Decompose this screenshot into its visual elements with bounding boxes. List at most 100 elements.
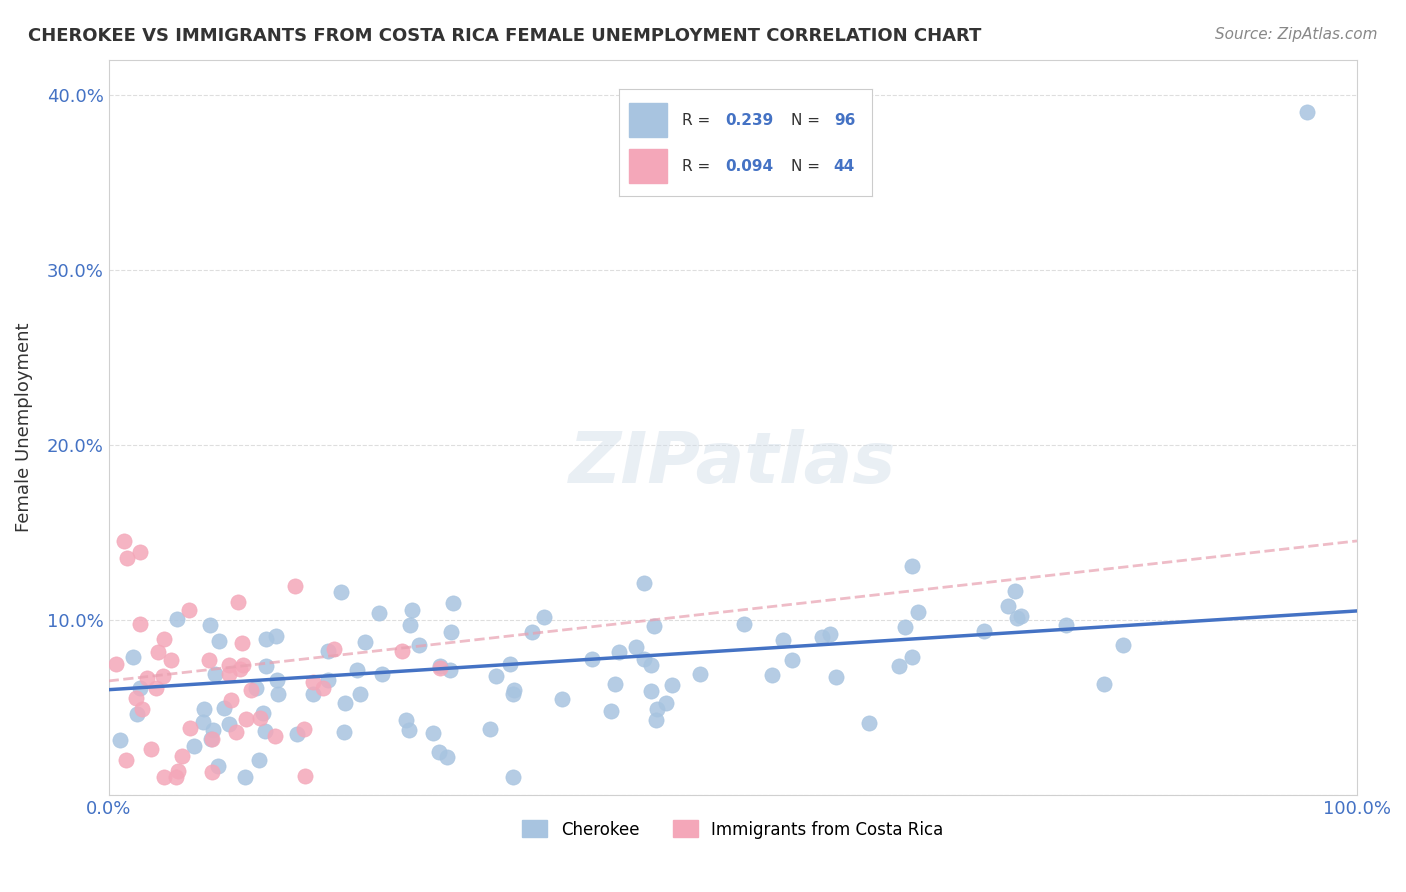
Point <box>484 668 506 682</box>
Y-axis label: Female Unemployment: Female Unemployment <box>15 322 32 532</box>
Point <box>115 753 138 767</box>
Point <box>139 742 162 756</box>
Point <box>422 726 444 740</box>
Point <box>436 750 458 764</box>
Text: R =: R = <box>682 159 716 174</box>
Point <box>858 715 880 730</box>
Text: 0.094: 0.094 <box>725 159 773 174</box>
Point <box>225 725 247 739</box>
Point <box>128 544 150 558</box>
Point <box>333 725 356 739</box>
Point <box>825 670 848 684</box>
Point <box>165 770 187 784</box>
Point <box>408 638 430 652</box>
Point <box>810 631 832 645</box>
Point <box>125 690 148 705</box>
Point <box>198 617 221 632</box>
Point <box>1010 609 1032 624</box>
Point <box>200 764 222 779</box>
Point <box>218 716 240 731</box>
Point <box>254 659 277 673</box>
Point <box>301 675 323 690</box>
Point <box>600 704 623 718</box>
Text: N =: N = <box>790 159 824 174</box>
Point <box>429 659 451 673</box>
Point <box>907 605 929 619</box>
Point <box>108 732 131 747</box>
Point <box>285 727 308 741</box>
Point <box>240 683 263 698</box>
Point <box>231 635 253 649</box>
Point <box>820 627 842 641</box>
Text: N =: N = <box>790 112 824 128</box>
Point <box>202 723 225 737</box>
Point <box>900 650 922 665</box>
Point <box>207 758 229 772</box>
Point <box>370 667 392 681</box>
Point <box>643 618 665 632</box>
Point <box>218 657 240 672</box>
Point <box>1054 617 1077 632</box>
Point <box>247 753 270 767</box>
Point <box>198 653 221 667</box>
Point <box>478 722 501 736</box>
Point <box>1005 611 1028 625</box>
Point <box>267 687 290 701</box>
Point <box>640 657 662 672</box>
Point <box>772 632 794 647</box>
Point <box>166 612 188 626</box>
Point <box>502 687 524 701</box>
Point <box>191 715 214 730</box>
Point <box>645 714 668 728</box>
Point <box>398 723 420 738</box>
Point <box>301 687 323 701</box>
Point <box>127 707 149 722</box>
Point <box>170 749 193 764</box>
Point <box>153 632 176 647</box>
Point <box>201 731 224 746</box>
Point <box>1004 583 1026 598</box>
Point <box>232 657 254 672</box>
Point <box>218 666 240 681</box>
Legend: Cherokee, Immigrants from Costa Rica: Cherokee, Immigrants from Costa Rica <box>516 814 950 846</box>
FancyBboxPatch shape <box>628 149 666 184</box>
Point <box>607 645 630 659</box>
Point <box>136 671 159 685</box>
Point <box>401 603 423 617</box>
Point <box>112 533 135 548</box>
Point <box>129 681 152 695</box>
Point <box>183 739 205 753</box>
Point <box>148 645 170 659</box>
Point <box>502 770 524 784</box>
Point <box>229 662 252 676</box>
Point <box>391 644 413 658</box>
Point <box>335 696 357 710</box>
Text: 96: 96 <box>834 112 855 128</box>
Point <box>117 551 139 566</box>
Point <box>439 663 461 677</box>
Text: ZIPatlas: ZIPatlas <box>569 429 897 499</box>
Point <box>330 585 353 599</box>
Point <box>266 673 288 687</box>
Point <box>264 629 287 643</box>
Point <box>235 712 257 726</box>
Point <box>312 681 335 696</box>
Point <box>1112 639 1135 653</box>
Point <box>655 697 678 711</box>
Point <box>208 634 231 648</box>
Point <box>316 643 339 657</box>
Point <box>633 575 655 590</box>
Point <box>212 700 235 714</box>
Point <box>166 764 188 778</box>
FancyBboxPatch shape <box>628 103 666 137</box>
Point <box>292 723 315 737</box>
Point <box>645 702 668 716</box>
Point <box>367 606 389 620</box>
Point <box>323 642 346 657</box>
Point <box>145 681 167 695</box>
Point <box>204 667 226 681</box>
Point <box>502 683 524 698</box>
Point <box>581 652 603 666</box>
Point <box>520 624 543 639</box>
Point <box>640 683 662 698</box>
